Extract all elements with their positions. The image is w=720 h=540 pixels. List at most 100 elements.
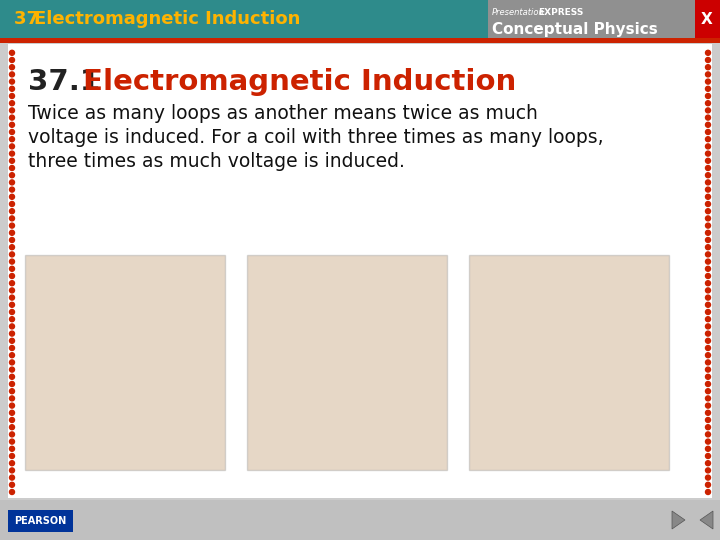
Circle shape bbox=[9, 353, 14, 357]
Circle shape bbox=[706, 410, 711, 415]
Circle shape bbox=[706, 137, 711, 141]
Circle shape bbox=[9, 360, 14, 365]
Circle shape bbox=[9, 396, 14, 401]
Circle shape bbox=[706, 158, 711, 163]
Bar bbox=[0, 38, 720, 43]
Circle shape bbox=[706, 216, 711, 221]
Circle shape bbox=[9, 158, 14, 163]
Circle shape bbox=[9, 122, 14, 127]
Polygon shape bbox=[700, 511, 713, 529]
Circle shape bbox=[9, 50, 14, 55]
Circle shape bbox=[9, 374, 14, 379]
Text: 37: 37 bbox=[14, 10, 45, 28]
Circle shape bbox=[706, 259, 711, 264]
Bar bbox=[488, 0, 695, 38]
Text: 37.1: 37.1 bbox=[28, 68, 100, 96]
Circle shape bbox=[9, 281, 14, 286]
Circle shape bbox=[9, 86, 14, 91]
Bar bbox=[0, 0, 720, 38]
Bar bbox=[695, 0, 720, 38]
Bar bbox=[0, 500, 720, 540]
Circle shape bbox=[706, 173, 711, 178]
Circle shape bbox=[706, 324, 711, 329]
Text: Presentation: Presentation bbox=[492, 8, 545, 17]
Circle shape bbox=[9, 93, 14, 98]
Circle shape bbox=[706, 223, 711, 228]
Circle shape bbox=[706, 417, 711, 422]
Circle shape bbox=[9, 137, 14, 141]
Circle shape bbox=[9, 439, 14, 444]
FancyBboxPatch shape bbox=[25, 255, 225, 470]
Circle shape bbox=[706, 122, 711, 127]
Circle shape bbox=[706, 360, 711, 365]
Circle shape bbox=[9, 432, 14, 437]
Circle shape bbox=[9, 482, 14, 487]
Circle shape bbox=[9, 259, 14, 264]
Circle shape bbox=[706, 180, 711, 185]
Circle shape bbox=[706, 309, 711, 314]
Circle shape bbox=[706, 302, 711, 307]
Circle shape bbox=[9, 403, 14, 408]
Circle shape bbox=[706, 273, 711, 279]
Text: X: X bbox=[701, 11, 713, 26]
FancyBboxPatch shape bbox=[247, 255, 447, 470]
Circle shape bbox=[9, 331, 14, 336]
Text: Twice as many loops as another means twice as much: Twice as many loops as another means twi… bbox=[28, 104, 538, 123]
Circle shape bbox=[706, 295, 711, 300]
Circle shape bbox=[9, 115, 14, 120]
Circle shape bbox=[9, 288, 14, 293]
Circle shape bbox=[9, 173, 14, 178]
Circle shape bbox=[9, 461, 14, 465]
Text: PEARSON: PEARSON bbox=[14, 516, 66, 526]
Circle shape bbox=[9, 417, 14, 422]
FancyBboxPatch shape bbox=[469, 255, 669, 470]
Polygon shape bbox=[672, 511, 685, 529]
Circle shape bbox=[9, 151, 14, 156]
Circle shape bbox=[706, 72, 711, 77]
Circle shape bbox=[9, 223, 14, 228]
Circle shape bbox=[9, 475, 14, 480]
Circle shape bbox=[9, 367, 14, 372]
Bar bbox=[8, 44, 712, 498]
Circle shape bbox=[9, 72, 14, 77]
Circle shape bbox=[9, 238, 14, 242]
Circle shape bbox=[706, 86, 711, 91]
Circle shape bbox=[706, 281, 711, 286]
Circle shape bbox=[9, 273, 14, 279]
Circle shape bbox=[9, 489, 14, 495]
Circle shape bbox=[9, 100, 14, 106]
Circle shape bbox=[706, 331, 711, 336]
Circle shape bbox=[9, 57, 14, 63]
Circle shape bbox=[9, 454, 14, 458]
Circle shape bbox=[706, 468, 711, 473]
Circle shape bbox=[9, 144, 14, 149]
Circle shape bbox=[706, 151, 711, 156]
Circle shape bbox=[9, 338, 14, 343]
Circle shape bbox=[706, 65, 711, 70]
Circle shape bbox=[706, 389, 711, 394]
Circle shape bbox=[9, 165, 14, 171]
Circle shape bbox=[706, 108, 711, 113]
Circle shape bbox=[706, 439, 711, 444]
Text: Electromagnetic Induction: Electromagnetic Induction bbox=[34, 10, 300, 28]
Circle shape bbox=[9, 245, 14, 249]
Circle shape bbox=[706, 201, 711, 206]
Circle shape bbox=[706, 245, 711, 249]
Circle shape bbox=[706, 208, 711, 214]
Circle shape bbox=[706, 432, 711, 437]
Circle shape bbox=[706, 424, 711, 430]
Circle shape bbox=[706, 338, 711, 343]
Circle shape bbox=[706, 288, 711, 293]
Circle shape bbox=[706, 252, 711, 257]
Circle shape bbox=[706, 238, 711, 242]
Circle shape bbox=[9, 201, 14, 206]
Circle shape bbox=[706, 316, 711, 322]
Text: Conceptual Physics: Conceptual Physics bbox=[492, 22, 658, 37]
Circle shape bbox=[9, 446, 14, 451]
Circle shape bbox=[706, 100, 711, 106]
Text: EXPRESS: EXPRESS bbox=[538, 8, 583, 17]
Circle shape bbox=[9, 468, 14, 473]
Circle shape bbox=[9, 230, 14, 235]
Circle shape bbox=[9, 187, 14, 192]
Circle shape bbox=[706, 482, 711, 487]
